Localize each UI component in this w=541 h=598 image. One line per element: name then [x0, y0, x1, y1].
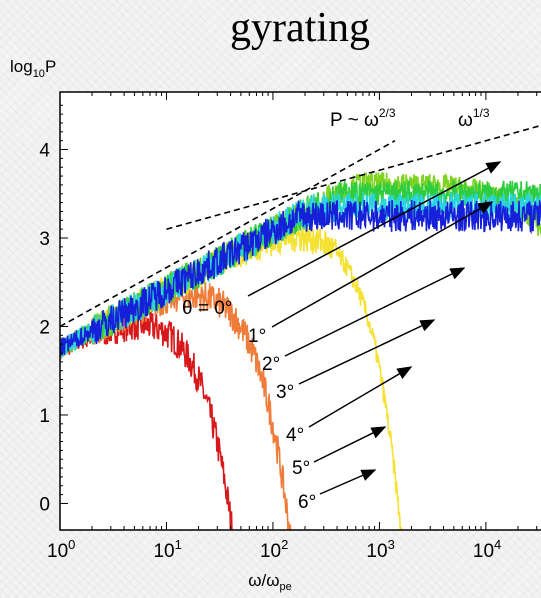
reference-lines — [60, 124, 541, 328]
series-arrow — [284, 267, 466, 357]
series-label: 6° — [298, 492, 316, 513]
x-tick-label: 100 — [47, 537, 75, 562]
y-tick-label: 2 — [39, 317, 50, 338]
y-tick-label: 0 — [39, 494, 50, 515]
power-law-annotation: ω1/3 — [458, 106, 490, 131]
series-arrow — [247, 161, 502, 297]
label-layer: 100 101 102 103 104 0 1 2 3 4 ω/ωpe log10P P ~ ω2/3 ω… — [10, 57, 501, 593]
axes-layer — [59, 91, 541, 531]
series-label: 5° — [292, 458, 310, 479]
x-tick-label: 104 — [473, 537, 501, 562]
y-tick-label: 4 — [39, 141, 50, 162]
series-arrow — [319, 469, 377, 495]
y-tick-label: 3 — [39, 229, 50, 250]
series-arrow — [271, 201, 494, 328]
x-tick-label: 102 — [260, 537, 288, 562]
page-title: gyrating — [230, 5, 370, 51]
reference-line — [166, 124, 541, 230]
arrow-layer — [247, 161, 502, 495]
series-label: 4° — [286, 425, 304, 446]
series-label: 3° — [276, 382, 294, 403]
series-arrow — [308, 366, 413, 428]
x-axis-label: ω/ωpe — [248, 571, 292, 593]
series-line — [60, 199, 541, 358]
series-label: θ = 0° — [182, 298, 232, 319]
series-label: 2° — [262, 354, 280, 375]
series-line — [60, 306, 233, 530]
reference-line — [60, 140, 396, 328]
series-layer — [60, 172, 541, 530]
x-tick-label: 103 — [366, 537, 394, 562]
series-arrow — [298, 319, 436, 385]
power-law-annotation: P ~ ω2/3 — [330, 106, 396, 131]
y-tick-label: 1 — [39, 406, 50, 427]
series-label: 1° — [248, 326, 266, 347]
series-arrow — [313, 426, 387, 463]
x-tick-label: 101 — [153, 537, 181, 562]
y-axis-label: log10P — [10, 57, 56, 80]
